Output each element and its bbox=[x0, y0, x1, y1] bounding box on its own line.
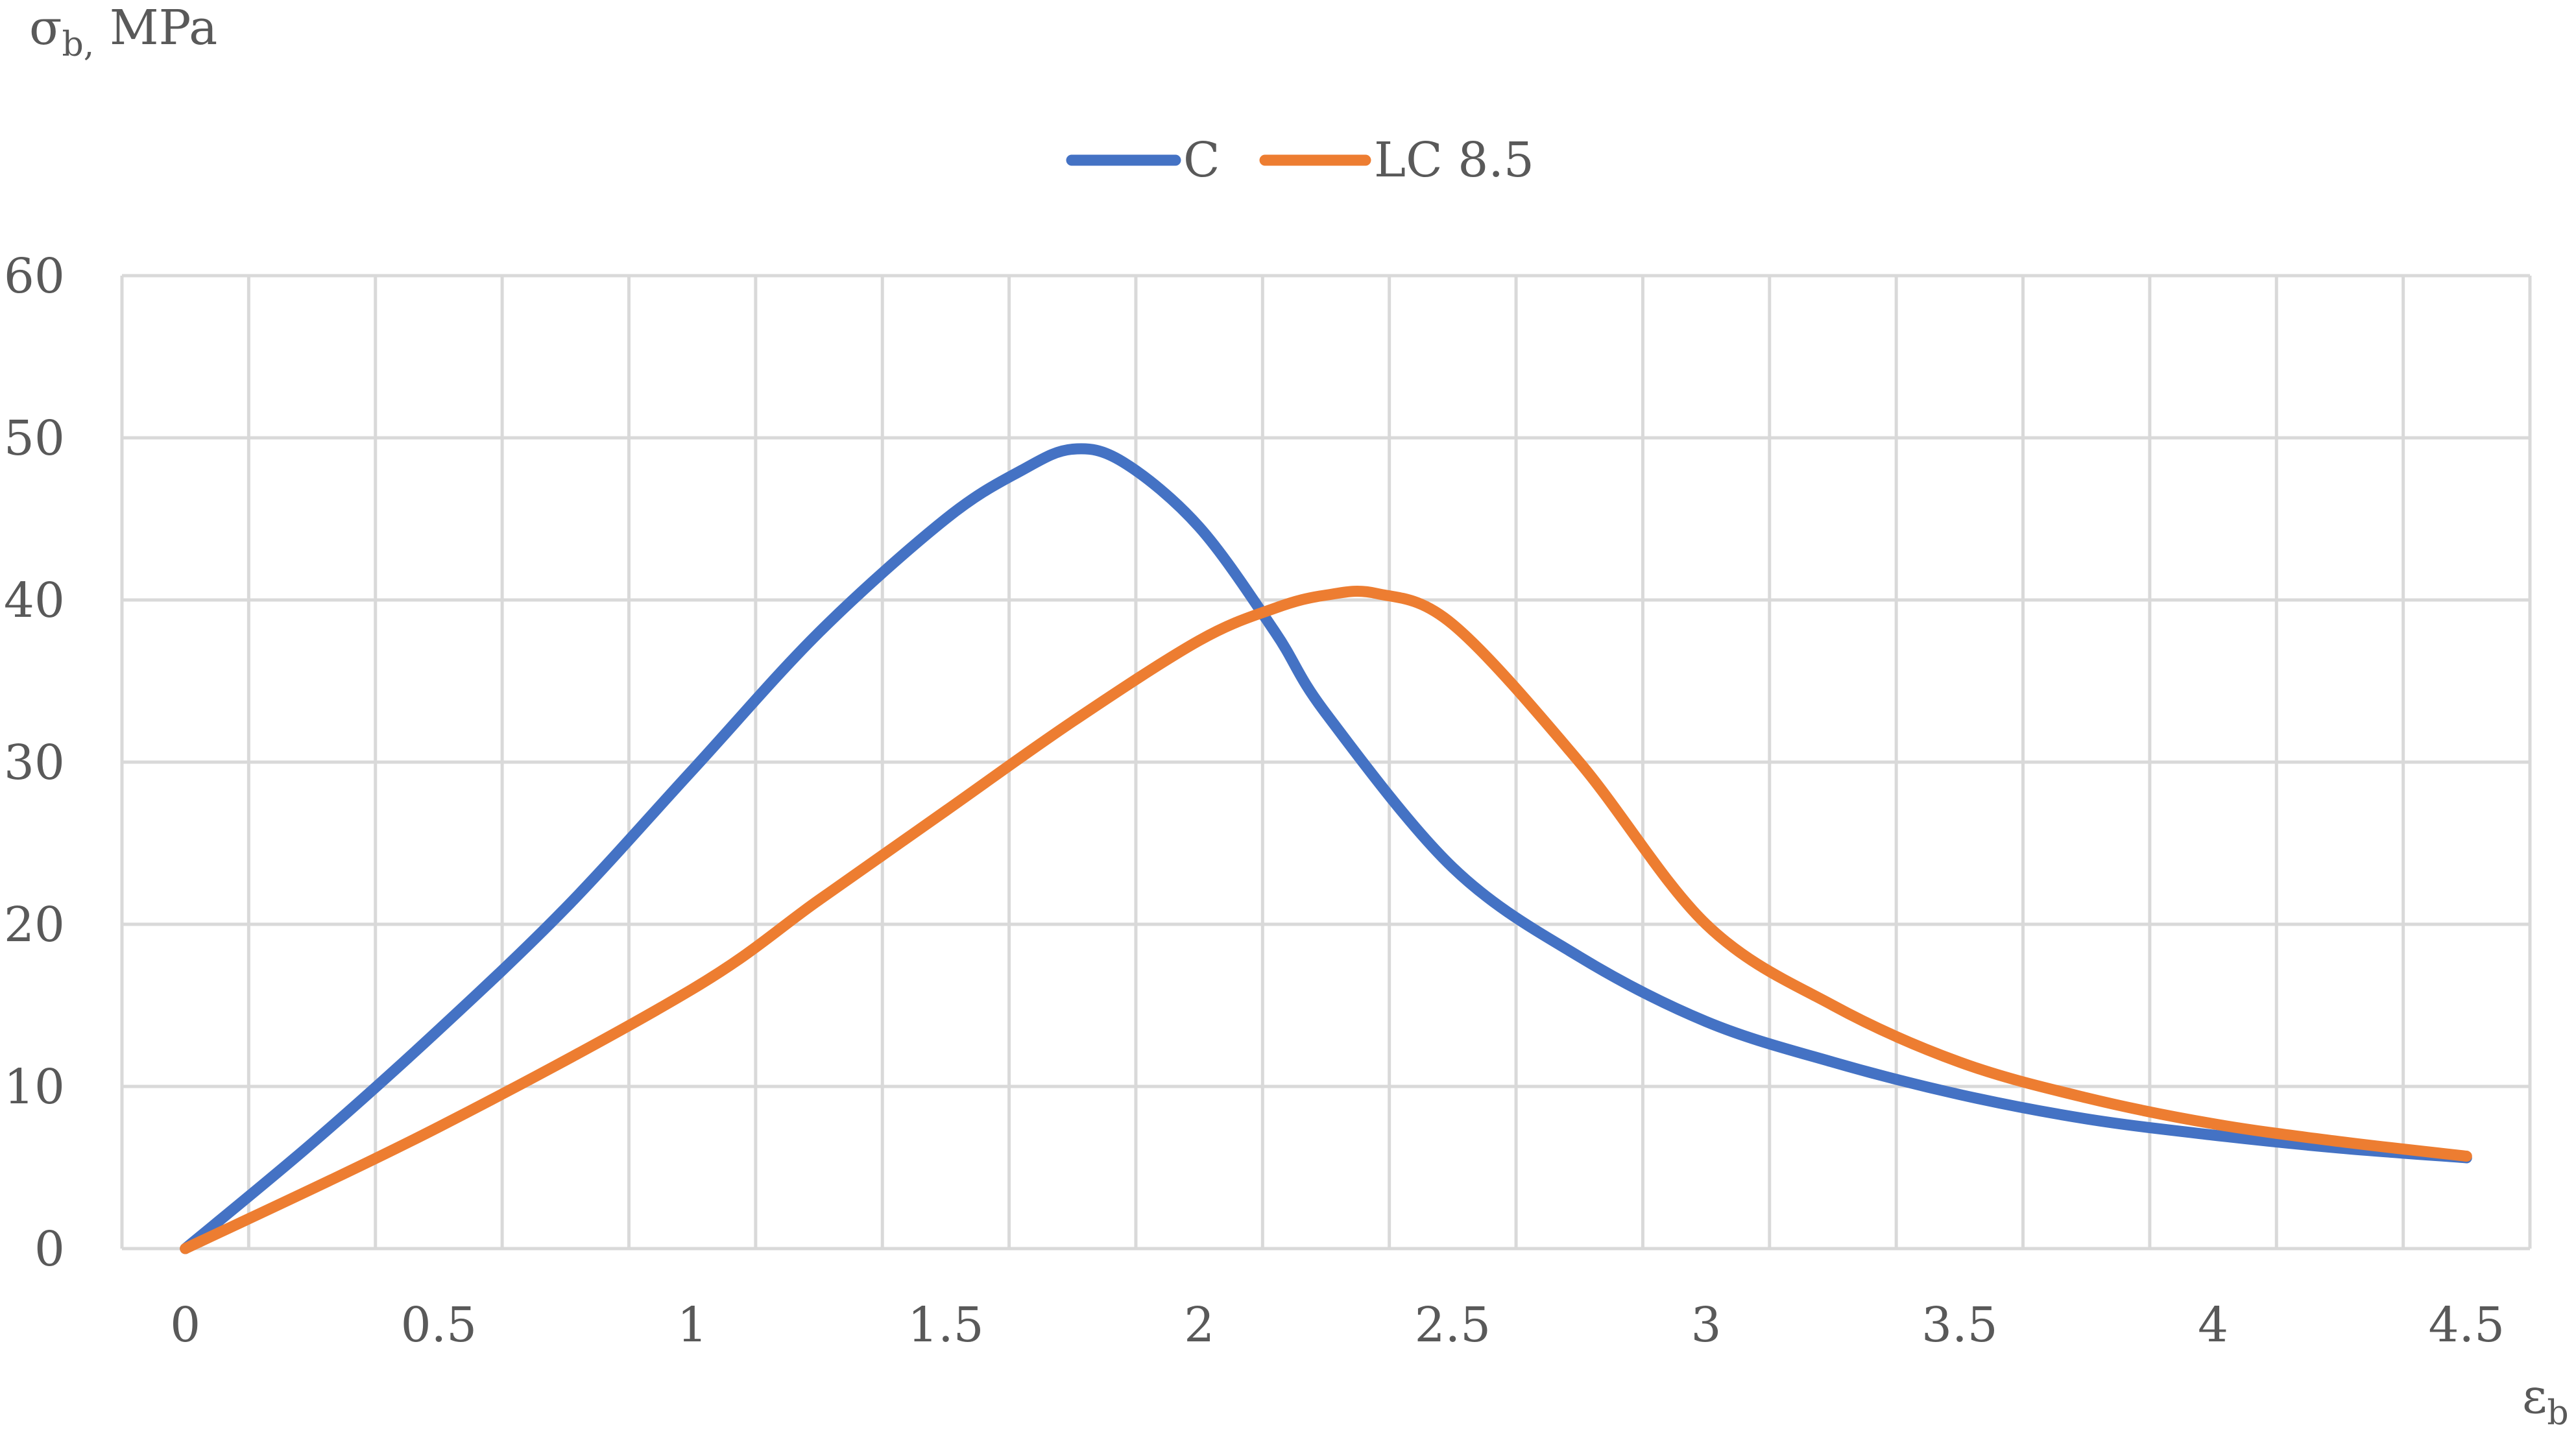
y-tick-label: 10 bbox=[4, 1059, 65, 1115]
y-axis-subscript: b, bbox=[62, 25, 95, 64]
y-axis-symbol: σ bbox=[29, 0, 62, 56]
x-tick-label: 4.5 bbox=[2428, 1297, 2505, 1353]
y-tick-label: 20 bbox=[4, 897, 65, 953]
x-axis-title: εb bbox=[2522, 1369, 2569, 1433]
x-tick-labels: 0 0.5 1 1.5 2 2.5 3 3.5 4 4.5 bbox=[170, 1297, 2505, 1353]
y-tick-label: 60 bbox=[4, 248, 65, 304]
x-tick-label: 1 bbox=[677, 1297, 708, 1353]
legend: C LC 8.5 bbox=[1066, 132, 1534, 188]
series-layer bbox=[180, 443, 2472, 1254]
legend-label-c: C bbox=[1183, 132, 1220, 188]
x-tick-label: 4 bbox=[2198, 1297, 2228, 1353]
y-tick-label: 30 bbox=[4, 735, 65, 791]
y-axis-unit: MPa bbox=[94, 0, 217, 56]
x-tick-label: 2 bbox=[1184, 1297, 1214, 1353]
x-tick-label: 3.5 bbox=[1921, 1297, 1998, 1353]
series-line-c bbox=[180, 443, 2472, 1254]
x-tick-label: 3 bbox=[1691, 1297, 1722, 1353]
x-tick-label: 1.5 bbox=[908, 1297, 984, 1353]
legend-label-lc85: LC 8.5 bbox=[1374, 132, 1534, 188]
y-axis-title: σb, MPa bbox=[29, 0, 217, 64]
x-axis-subscript: b bbox=[2547, 1394, 2568, 1433]
series-line-lc85 bbox=[180, 585, 2472, 1254]
y-tick-label: 40 bbox=[4, 573, 65, 629]
y-tick-labels: 0 10 20 30 40 50 60 bbox=[4, 248, 65, 1277]
y-tick-label: 50 bbox=[4, 411, 65, 466]
x-tick-label: 0 bbox=[170, 1297, 200, 1353]
x-axis-symbol: ε bbox=[2522, 1369, 2547, 1424]
x-tick-label: 0.5 bbox=[401, 1297, 477, 1353]
y-tick-label: 0 bbox=[34, 1221, 65, 1277]
x-tick-label: 2.5 bbox=[1415, 1297, 1491, 1353]
